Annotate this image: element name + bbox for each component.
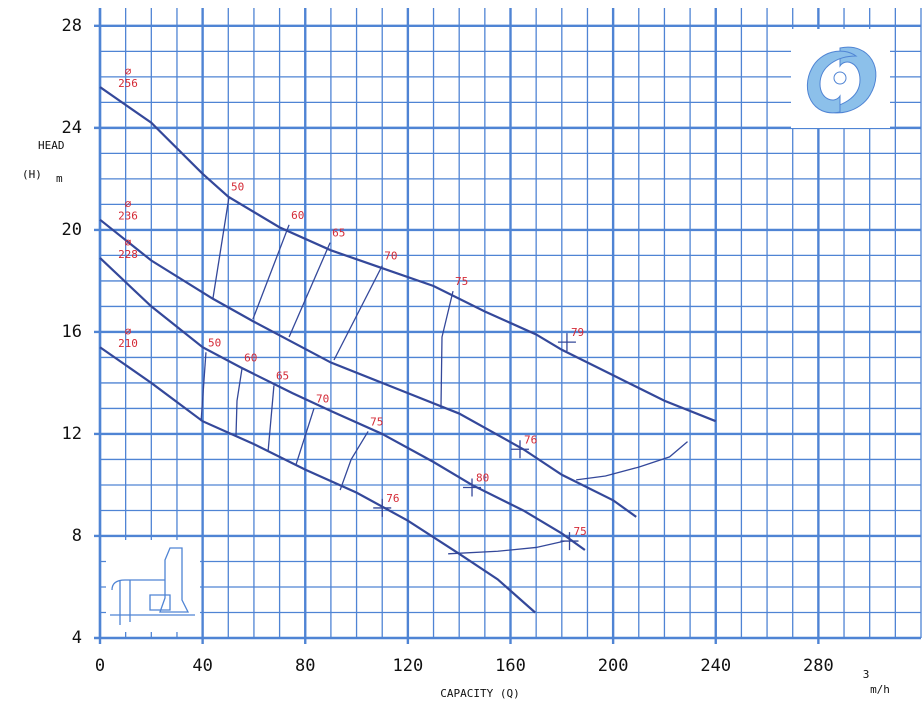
x-axis-unit-sup: 3 [863,668,870,681]
y-tick-label: 8 [72,526,82,546]
y-axis-label: HEAD [38,139,65,152]
y-axis-label: (H) [22,168,42,181]
efficiency-label: 50 [231,181,244,194]
efficiency-label: 75 [455,275,468,288]
x-tick-label: 280 [803,656,834,676]
efficiency-label: 60 [244,352,257,365]
efficiency-point [463,478,482,497]
pump-drawing [106,540,200,632]
efficiency-label: 60 [291,209,304,222]
efficiency-label: 80 [476,472,489,485]
efficiency-label: 76 [524,433,537,446]
efficiency-line [440,290,454,409]
y-tick-label: 16 [62,322,82,342]
efficiency-label: 76 [386,492,399,505]
pump-curve [99,218,637,518]
efficiency-point [510,440,529,459]
diameter-symbol: ⌀ [125,325,132,338]
logo-center [833,71,847,85]
efficiency-label: 75 [574,525,587,538]
efficiency-label: 65 [276,369,289,382]
efficiency-label: 79 [571,326,584,339]
efficiency-label: 50 [208,336,221,349]
x-tick-label: 160 [495,656,526,676]
efficiency-label: 70 [384,250,397,263]
efficiency-point [560,532,579,551]
auxiliary-curve [448,540,565,555]
logo-swirl [806,50,858,114]
y-tick-label: 4 [72,628,82,648]
y-tick-label: 24 [62,118,82,138]
pump-outline [110,547,195,625]
efficiency-point [557,333,576,352]
pump-curve [99,346,536,614]
x-tick-label: 200 [598,656,629,676]
pump-box [106,540,200,632]
auxiliary-curve [576,441,688,481]
legend-label: 256 [118,77,138,90]
y-tick-label: 12 [62,424,82,444]
x-axis-label: CAPACITY (Q) [440,687,519,700]
pump-curve [99,257,586,551]
efficiency-line [212,196,230,299]
legend-label: 210 [118,337,138,350]
efficiency-line [288,242,331,338]
logo [791,29,890,128]
diameter-symbol: ⌀ [125,198,132,211]
efficiency-line [267,385,275,452]
pump-curve [99,86,717,423]
efficiency-line [339,431,369,491]
efficiency-point [373,498,392,517]
efficiency-line [235,367,243,437]
legend-label: 236 [118,210,138,223]
efficiency-label: 75 [370,415,383,428]
efficiency-line [200,352,207,422]
x-tick-label: 120 [393,656,424,676]
diameter-symbol: ⌀ [125,236,132,249]
efficiency-line [333,265,383,361]
x-tick-label: 80 [295,656,315,676]
y-tick-label: 28 [62,16,82,36]
x-tick-label: 0 [95,656,105,676]
y-axis-unit: m [56,172,63,185]
legend-label: 228 [118,248,138,261]
efficiency-line [295,408,315,465]
x-tick-label: 240 [700,656,731,676]
x-axis-unit: m/h [870,683,890,696]
diameter-symbol: ⌀ [125,65,132,78]
y-tick-label: 20 [62,220,82,240]
x-tick-label: 40 [192,656,212,676]
efficiency-line [252,224,290,320]
efficiency-label: 65 [332,227,345,240]
efficiency-label: 70 [316,392,329,405]
